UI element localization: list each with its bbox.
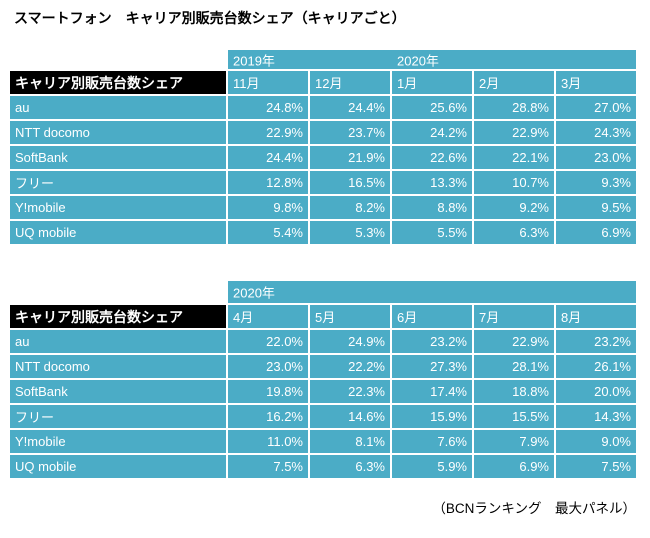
carrier-label-uq-mobile: UQ mobile — [10, 455, 226, 478]
share-value: 11.0% — [228, 430, 308, 453]
share-value: 17.4% — [392, 380, 472, 403]
share-value: 10.7% — [474, 171, 554, 194]
share-value: 9.2% — [474, 196, 554, 219]
month-header: 5月 — [310, 305, 390, 328]
carrier-label-au: au — [10, 330, 226, 353]
share-value: 26.1% — [556, 355, 636, 378]
share-value: 28.1% — [474, 355, 554, 378]
share-value: 5.4% — [228, 221, 308, 244]
share-value: 18.8% — [474, 380, 554, 403]
share-value: 14.3% — [556, 405, 636, 428]
row-header-title: キャリア別販売台数シェア — [10, 305, 226, 328]
share-value: 14.6% — [310, 405, 390, 428]
year-row-spacer — [10, 281, 226, 303]
share-value: 23.2% — [556, 330, 636, 353]
share-value: 22.9% — [474, 330, 554, 353]
share-value: 8.1% — [310, 430, 390, 453]
share-value: 27.3% — [392, 355, 472, 378]
share-value: 23.7% — [310, 121, 390, 144]
carrier-label-ntt-docomo: NTT docomo — [10, 121, 226, 144]
share-value: 6.9% — [556, 221, 636, 244]
share-value: 20.0% — [556, 380, 636, 403]
carrier-label-softbank: SoftBank — [10, 146, 226, 169]
month-header: 1月 — [392, 71, 472, 94]
share-value: 7.5% — [556, 455, 636, 478]
share-value: 9.0% — [556, 430, 636, 453]
share-value: 9.5% — [556, 196, 636, 219]
month-header: 11月 — [228, 71, 308, 94]
year-label-2020: 2020年 — [233, 285, 275, 301]
year-label-2020: 2020年 — [397, 53, 439, 68]
share-value: 13.3% — [392, 171, 472, 194]
share-value: 19.8% — [228, 380, 308, 403]
share-value: 24.2% — [392, 121, 472, 144]
month-header: 6月 — [392, 305, 472, 328]
share-value: 5.9% — [392, 455, 472, 478]
share-value: 5.3% — [310, 221, 390, 244]
share-value: 22.1% — [474, 146, 554, 169]
share-value: 7.5% — [228, 455, 308, 478]
share-value: 16.5% — [310, 171, 390, 194]
carrier-label-au: au — [10, 96, 226, 119]
share-value: 24.4% — [310, 96, 390, 119]
share-value: 24.3% — [556, 121, 636, 144]
carrier-label-ymobile: Y!mobile — [10, 196, 226, 219]
month-header: 4月 — [228, 305, 308, 328]
share-value: 6.3% — [310, 455, 390, 478]
year-header-band: 2019年 2020年 — [228, 50, 636, 69]
share-value: 7.9% — [474, 430, 554, 453]
share-value: 22.3% — [310, 380, 390, 403]
carrier-label-softbank: SoftBank — [10, 380, 226, 403]
share-value: 22.6% — [392, 146, 472, 169]
year-header-band: 2020年 — [228, 281, 636, 303]
share-value: 24.4% — [228, 146, 308, 169]
share-table-2019-11-to-2020-03: 2019年 2020年 キャリア別販売台数シェア 11月 12月 1月 2月 3… — [10, 50, 636, 244]
share-table-2020-04-to-2020-08: 2020年 キャリア別販売台数シェア 4月 5月 6月 7月 8月 au 22.… — [10, 281, 636, 478]
share-value: 15.5% — [474, 405, 554, 428]
share-value: 24.9% — [310, 330, 390, 353]
month-header: 7月 — [474, 305, 554, 328]
share-value: 6.3% — [474, 221, 554, 244]
share-value: 27.0% — [556, 96, 636, 119]
share-value: 8.2% — [310, 196, 390, 219]
share-value: 21.9% — [310, 146, 390, 169]
carrier-label-uq-mobile: UQ mobile — [10, 221, 226, 244]
share-value: 28.8% — [474, 96, 554, 119]
share-value: 8.8% — [392, 196, 472, 219]
row-header-title: キャリア別販売台数シェア — [10, 71, 226, 94]
share-value: 22.9% — [474, 121, 554, 144]
share-value: 23.0% — [556, 146, 636, 169]
source-note: （BCNランキング 最大パネル） — [432, 501, 636, 516]
share-value: 16.2% — [228, 405, 308, 428]
year-label-2019: 2019年 — [233, 53, 275, 68]
share-value: 22.9% — [228, 121, 308, 144]
month-header: 12月 — [310, 71, 390, 94]
carrier-label-free: フリー — [10, 171, 226, 194]
share-value: 24.8% — [228, 96, 308, 119]
share-value: 22.2% — [310, 355, 390, 378]
carrier-label-ymobile: Y!mobile — [10, 430, 226, 453]
carrier-label-ntt-docomo: NTT docomo — [10, 355, 226, 378]
share-value: 9.3% — [556, 171, 636, 194]
month-header: 3月 — [556, 71, 636, 94]
month-header: 8月 — [556, 305, 636, 328]
share-value: 23.2% — [392, 330, 472, 353]
year-row-spacer — [10, 50, 226, 69]
share-value: 12.8% — [228, 171, 308, 194]
share-value: 6.9% — [474, 455, 554, 478]
share-value: 5.5% — [392, 221, 472, 244]
share-value: 7.6% — [392, 430, 472, 453]
share-value: 15.9% — [392, 405, 472, 428]
month-header: 2月 — [474, 71, 554, 94]
share-value: 9.8% — [228, 196, 308, 219]
share-value: 23.0% — [228, 355, 308, 378]
share-value: 22.0% — [228, 330, 308, 353]
page-title: スマートフォン キャリア別販売台数シェア（キャリアごと） — [14, 10, 406, 26]
carrier-label-free: フリー — [10, 405, 226, 428]
share-value: 25.6% — [392, 96, 472, 119]
